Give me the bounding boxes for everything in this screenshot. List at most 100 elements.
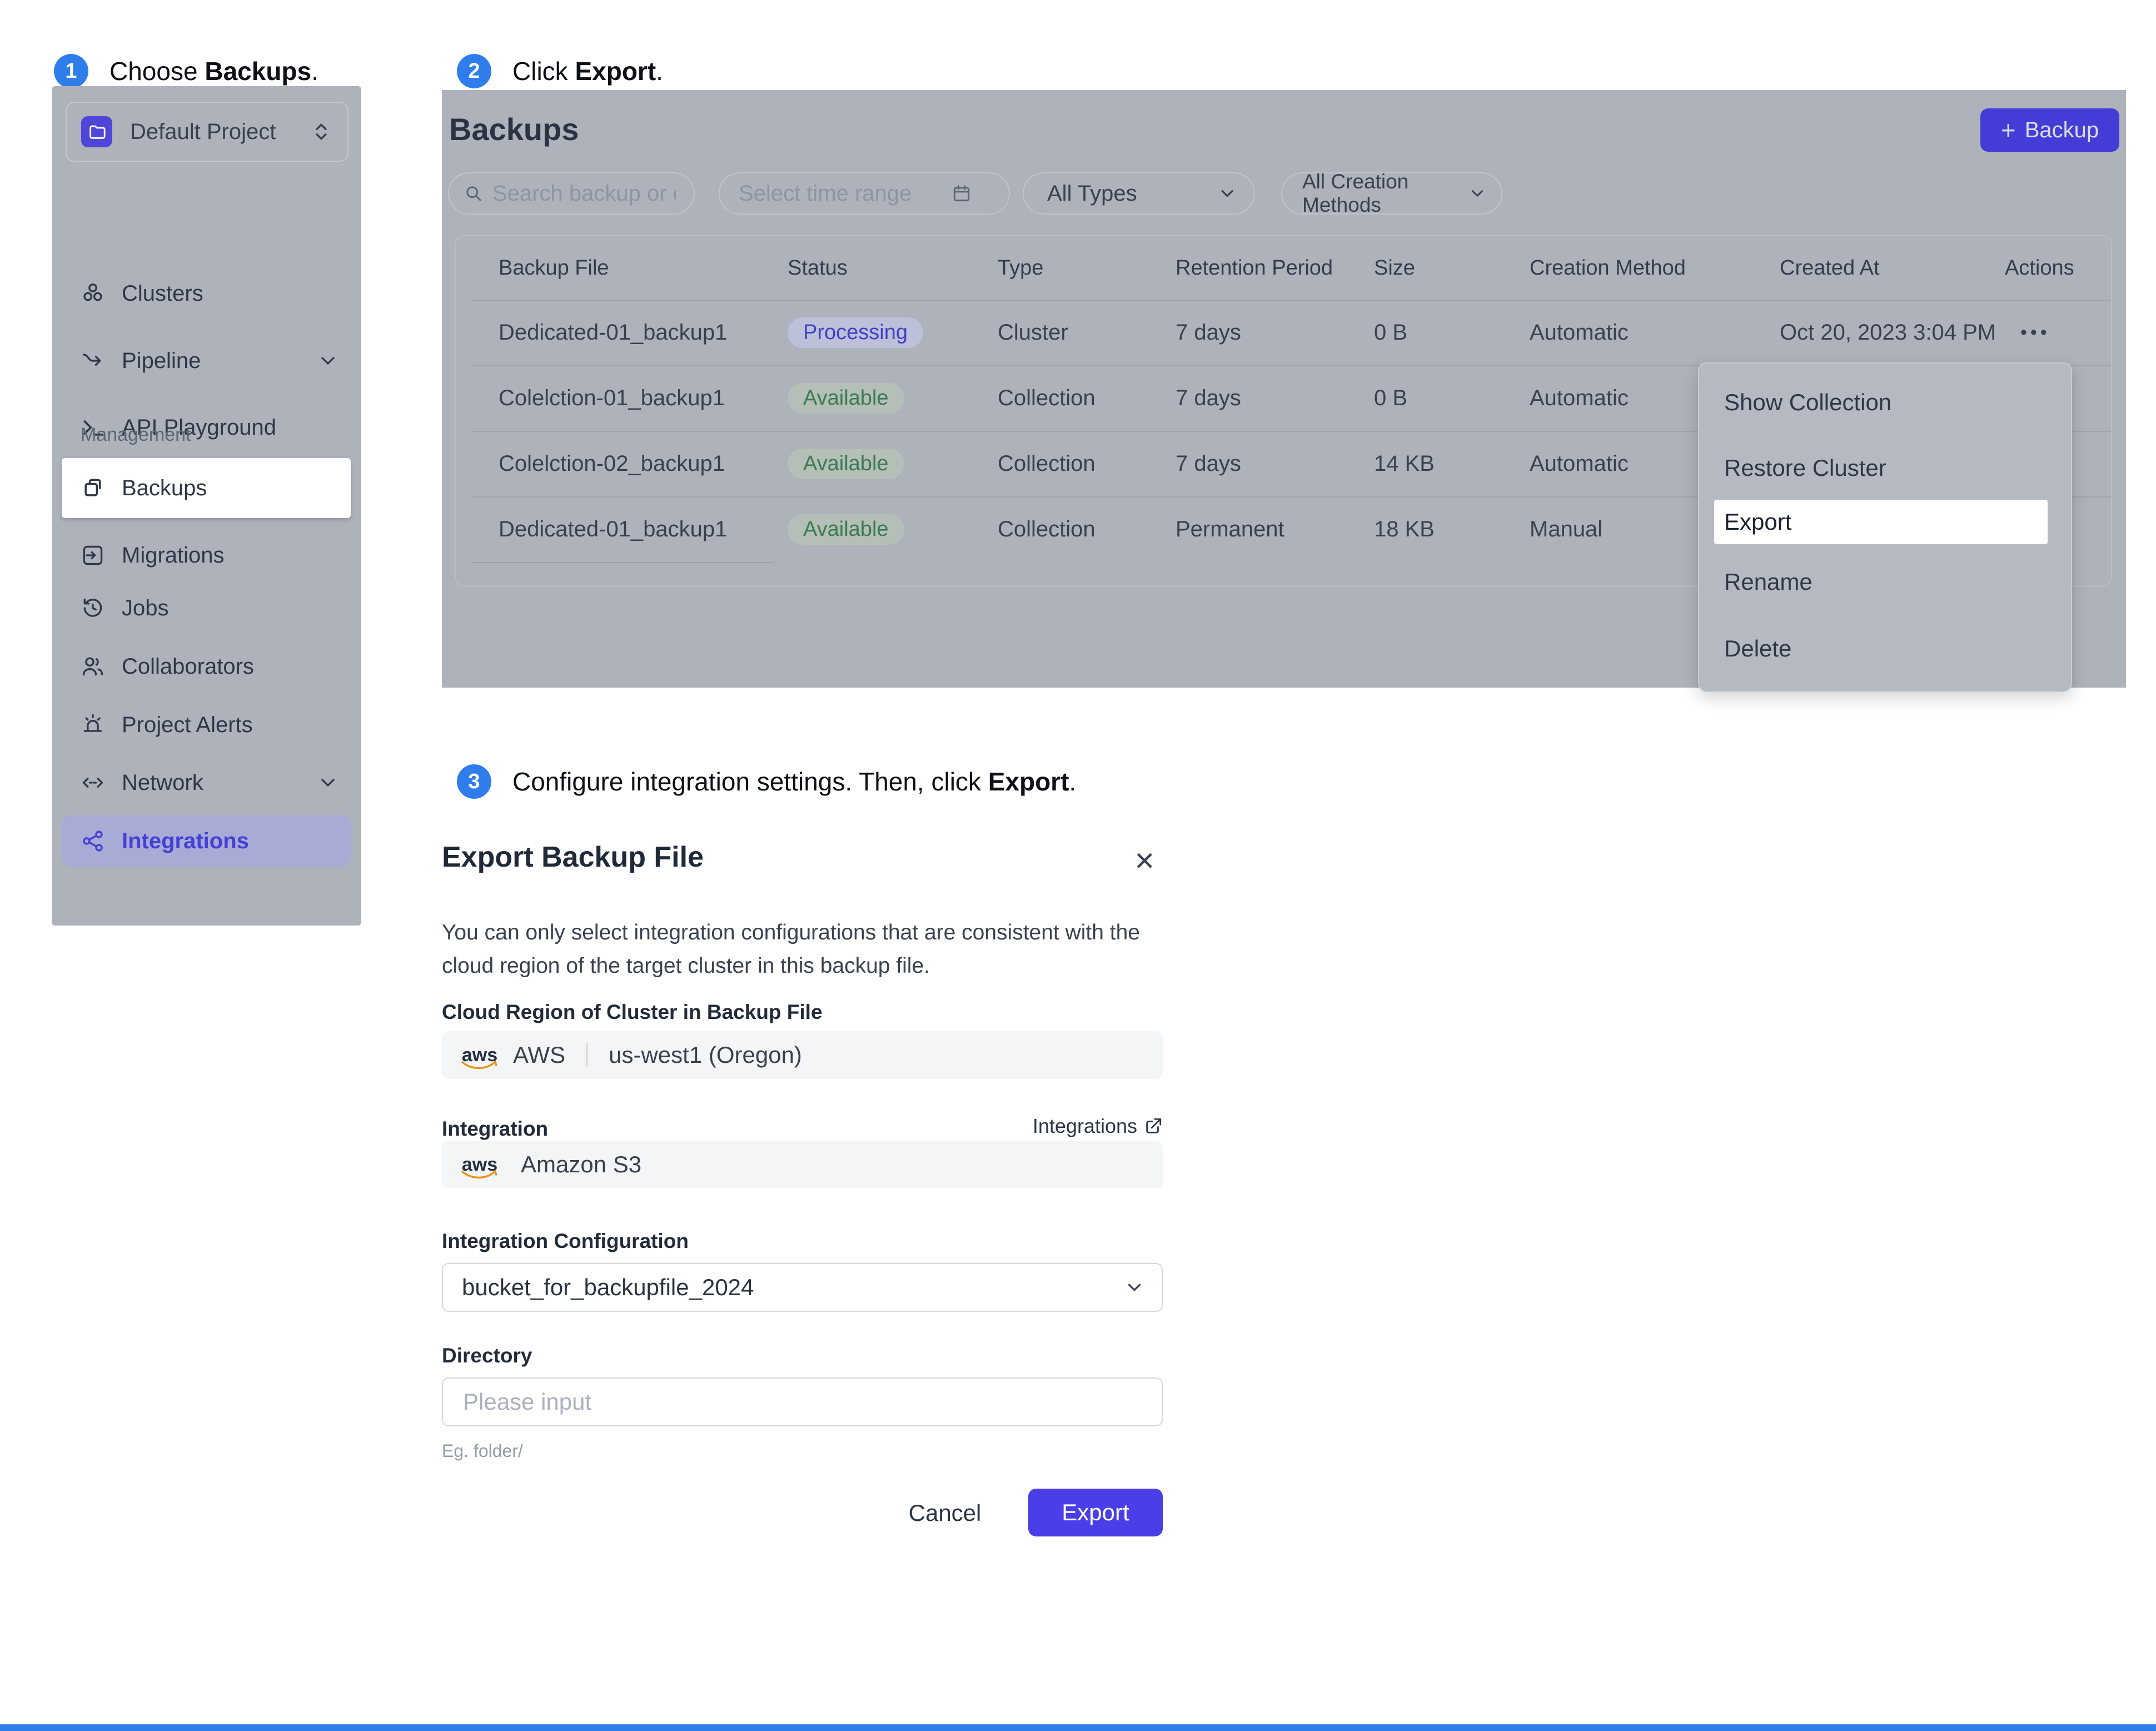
project-name: Default Project [130, 119, 276, 144]
clusters-icon [81, 281, 105, 306]
integrations-link[interactable]: Integrations [1033, 1115, 1163, 1138]
plus-icon: + [2000, 116, 2016, 145]
status-badge: Available [788, 448, 904, 479]
search-input[interactable] [491, 180, 677, 207]
sidebar-item-project-alerts[interactable]: Project Alerts [52, 698, 361, 752]
sidebar: Default Project Clusters Pipeline [52, 86, 361, 926]
search-icon [464, 183, 484, 203]
sidebar-item-api-playground[interactable]: API Playground [52, 401, 361, 454]
sidebar-item-collaborators[interactable]: Collaborators [52, 640, 361, 693]
table-row[interactable]: Colelction-01_backup1 Available Collecti… [456, 365, 2111, 431]
divider [586, 1043, 588, 1067]
step-1: 1 Choose Backups. [54, 54, 318, 88]
time-range-input[interactable] [738, 180, 951, 207]
sidebar-item-integrations[interactable]: Integrations [52, 814, 361, 868]
config-selected-value: bucket_for_backupfile_2024 [462, 1274, 754, 1300]
sidebar-item-migrations[interactable]: Migrations [52, 529, 361, 582]
close-icon[interactable]: ✕ [1134, 847, 1156, 876]
chevron-down-icon [317, 772, 339, 794]
folder-icon [81, 116, 112, 147]
directory-hint: Eg. folder/ [442, 1441, 523, 1461]
creation-method-filter-select[interactable]: All Creation Methods [1281, 170, 1502, 216]
management-section-label: Management [81, 424, 191, 445]
terminal-icon [81, 415, 105, 440]
directory-input[interactable] [462, 1388, 1131, 1416]
search-input-wrap [448, 172, 695, 215]
status-badge: Available [788, 382, 904, 414]
sidebar-active-highlight [62, 458, 351, 518]
sidebar-item-network[interactable]: Network [52, 756, 361, 809]
status-badge: Available [788, 514, 904, 545]
step-3-text: Configure integration settings. Then, cl… [512, 767, 1077, 796]
sidebar-item-backups[interactable]: Backups [52, 461, 361, 515]
row-context-menu: Show Collection Restore Cluster Export R… [1698, 362, 2072, 692]
aws-logo-icon: aws [459, 1155, 501, 1179]
table-row[interactable]: Dedicated-01_backup1 Processing Cluster … [456, 300, 2111, 365]
step-2-text: Click Export. [512, 57, 663, 86]
divider [471, 562, 774, 563]
siren-icon [81, 713, 105, 737]
table-header-row: Backup File Status Type Retention Period… [499, 256, 2074, 280]
integration-field: aws Amazon S3 [442, 1141, 1163, 1188]
aws-logo-icon: aws [459, 1046, 501, 1070]
region-value: us-west1 (Oregon) [609, 1042, 802, 1068]
users-icon [81, 654, 105, 679]
divider [471, 496, 2111, 498]
modal-description: You can only select integration configur… [442, 921, 1140, 978]
status-badge: Processing [788, 317, 923, 348]
bottom-blue-strip [0, 1724, 2156, 1731]
region-label: Cloud Region of Cluster in Backup File [442, 1001, 823, 1023]
row-actions-button[interactable]: ••• [2020, 321, 2050, 343]
directory-input-wrap [442, 1377, 1163, 1426]
step-3: 3 Configure integration settings. Then, … [457, 764, 1076, 799]
menu-item-export[interactable]: Export [1714, 500, 2048, 544]
sidebar-item-jobs[interactable]: Jobs [52, 581, 361, 635]
chevron-down-icon [1124, 1277, 1145, 1298]
menu-item-restore-cluster[interactable]: Restore Cluster [1724, 455, 1886, 481]
step-3-badge: 3 [457, 764, 491, 799]
modal-title: Export Backup File [442, 841, 704, 873]
config-select[interactable]: bucket_for_backupfile_2024 [442, 1263, 1163, 1312]
chevron-down-icon [317, 350, 339, 372]
copy-icon [81, 476, 105, 500]
chevron-down-icon [1217, 183, 1237, 203]
time-range-picker [719, 172, 1010, 215]
step-2: 2 Click Export. [457, 54, 663, 88]
updown-chevron-icon [311, 121, 332, 142]
add-backup-button[interactable]: + Backup [1980, 108, 2119, 152]
menu-item-delete[interactable]: Delete [1724, 635, 1792, 661]
menu-item-rename[interactable]: Rename [1724, 569, 1813, 595]
pipeline-icon [81, 349, 105, 373]
sidebar-integrations-highlight [62, 815, 351, 867]
step-1-badge: 1 [54, 54, 88, 88]
chevron-down-icon [1468, 184, 1487, 203]
history-clock-icon [81, 596, 105, 620]
table-row[interactable]: Dedicated-01_backup1 Available Collectio… [456, 496, 2111, 562]
external-link-icon [1144, 1117, 1163, 1136]
config-label: Integration Configuration [442, 1230, 689, 1252]
divider [471, 431, 2111, 432]
sidebar-item-clusters[interactable]: Clusters [52, 267, 361, 320]
backups-table: Backup File Status Type Retention Period… [455, 235, 2112, 586]
step-2-badge: 2 [457, 54, 491, 88]
table-row[interactable]: Colelction-02_backup1 Available Collecti… [456, 431, 2111, 496]
integration-value: Amazon S3 [521, 1151, 642, 1177]
project-selector[interactable]: Default Project [66, 102, 348, 162]
directory-label: Directory [442, 1344, 532, 1367]
sidebar-item-pipeline[interactable]: Pipeline [52, 334, 361, 387]
cancel-button[interactable]: Cancel [908, 1500, 982, 1526]
divider [471, 365, 2111, 366]
network-arrows-icon [81, 770, 105, 795]
migrations-icon [81, 543, 105, 568]
divider [471, 300, 2111, 301]
calendar-icon[interactable] [951, 183, 972, 204]
region-provider: AWS [513, 1042, 566, 1068]
page-title: Backups [449, 112, 579, 147]
integration-label: Integration [442, 1117, 549, 1140]
menu-item-show-collection[interactable]: Show Collection [1724, 389, 1892, 415]
step-1-text: Choose Backups. [109, 57, 318, 86]
export-button[interactable]: Export [1028, 1489, 1163, 1536]
type-filter-select[interactable]: All Types [1023, 172, 1255, 215]
share-nodes-icon [81, 829, 105, 853]
